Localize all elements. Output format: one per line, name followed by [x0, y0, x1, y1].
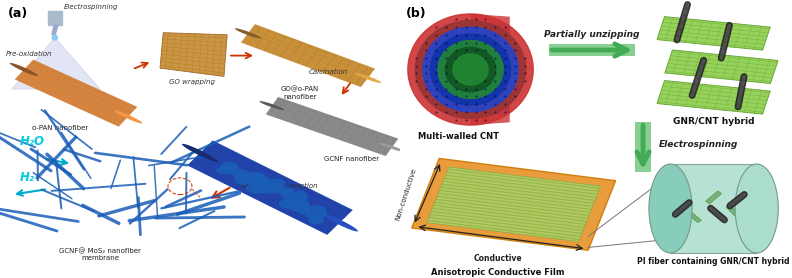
Text: Anisotropic Conductive Film: Anisotropic Conductive Film: [431, 268, 565, 277]
Polygon shape: [726, 205, 741, 217]
Polygon shape: [671, 164, 756, 253]
Ellipse shape: [309, 215, 323, 224]
Polygon shape: [687, 211, 702, 222]
Polygon shape: [438, 41, 503, 98]
Polygon shape: [657, 16, 771, 50]
Ellipse shape: [52, 35, 57, 40]
Polygon shape: [427, 167, 600, 242]
Polygon shape: [48, 11, 62, 25]
Text: Calcination: Calcination: [308, 69, 348, 75]
Polygon shape: [241, 24, 375, 87]
Text: Solvothermal reaction: Solvothermal reaction: [240, 183, 318, 189]
Text: GCNF nanofiber: GCNF nanofiber: [325, 156, 379, 162]
Ellipse shape: [234, 28, 261, 38]
Polygon shape: [470, 14, 510, 125]
Ellipse shape: [295, 199, 306, 211]
Ellipse shape: [217, 167, 234, 174]
Ellipse shape: [280, 199, 293, 208]
Ellipse shape: [222, 163, 238, 171]
Ellipse shape: [260, 101, 284, 110]
Polygon shape: [664, 50, 778, 84]
Ellipse shape: [253, 183, 269, 190]
Ellipse shape: [246, 175, 265, 182]
Ellipse shape: [649, 164, 692, 253]
Ellipse shape: [257, 180, 277, 189]
Text: PI fiber containing GNR/CNT hybrid: PI fiber containing GNR/CNT hybrid: [638, 257, 790, 266]
Polygon shape: [160, 33, 227, 76]
Text: Electrospinning: Electrospinning: [64, 4, 119, 10]
Ellipse shape: [245, 175, 265, 184]
Text: Pre-oxidation: Pre-oxidation: [6, 51, 52, 57]
Text: GCNF@ MoS₂ nanofiber
membrane: GCNF@ MoS₂ nanofiber membrane: [59, 247, 141, 261]
Text: (b): (b): [406, 7, 426, 20]
Polygon shape: [635, 122, 651, 172]
Polygon shape: [665, 193, 683, 207]
Text: (a): (a): [8, 7, 29, 20]
Ellipse shape: [355, 73, 381, 83]
Ellipse shape: [290, 201, 303, 211]
Ellipse shape: [297, 202, 309, 214]
Text: GO@o-PAN
nanofiber: GO@o-PAN nanofiber: [281, 86, 319, 100]
Ellipse shape: [233, 170, 248, 178]
Ellipse shape: [261, 181, 276, 193]
Polygon shape: [453, 54, 488, 85]
Text: Electrospinning: Electrospinning: [659, 140, 738, 149]
Ellipse shape: [306, 206, 326, 219]
Ellipse shape: [114, 110, 143, 123]
Ellipse shape: [251, 181, 269, 192]
Ellipse shape: [284, 197, 304, 208]
Ellipse shape: [293, 192, 307, 203]
Polygon shape: [549, 44, 635, 56]
Polygon shape: [408, 14, 533, 125]
Text: H₂O: H₂O: [20, 135, 45, 148]
Text: GO wrapping: GO wrapping: [169, 78, 215, 85]
Ellipse shape: [246, 183, 268, 193]
Text: GNR/CNT hybrid: GNR/CNT hybrid: [673, 117, 754, 126]
Ellipse shape: [735, 164, 779, 253]
Polygon shape: [187, 140, 352, 235]
Polygon shape: [470, 22, 510, 117]
Ellipse shape: [10, 63, 38, 76]
Ellipse shape: [235, 174, 251, 184]
Polygon shape: [706, 191, 722, 204]
Ellipse shape: [252, 175, 269, 186]
Polygon shape: [423, 27, 518, 112]
Ellipse shape: [264, 186, 279, 193]
Polygon shape: [52, 25, 58, 35]
Text: o-PAN nanofiber: o-PAN nanofiber: [32, 125, 88, 131]
Polygon shape: [657, 80, 771, 114]
Ellipse shape: [322, 213, 358, 232]
Polygon shape: [265, 97, 398, 156]
Polygon shape: [15, 59, 137, 127]
Text: Conductive: Conductive: [474, 254, 522, 263]
Ellipse shape: [266, 179, 285, 189]
Polygon shape: [416, 21, 526, 118]
Ellipse shape: [274, 188, 294, 194]
Polygon shape: [12, 38, 100, 89]
Ellipse shape: [284, 197, 303, 205]
Polygon shape: [738, 198, 752, 208]
Ellipse shape: [246, 172, 264, 179]
Polygon shape: [412, 158, 615, 250]
Ellipse shape: [182, 144, 218, 162]
Text: Partially unzipping: Partially unzipping: [544, 30, 640, 39]
Text: H₂: H₂: [20, 171, 35, 184]
Ellipse shape: [252, 177, 268, 187]
Ellipse shape: [253, 174, 262, 187]
Ellipse shape: [281, 190, 293, 197]
Polygon shape: [445, 47, 496, 92]
Polygon shape: [430, 34, 511, 105]
Text: Multi-walled CNT: Multi-walled CNT: [418, 132, 499, 141]
Ellipse shape: [262, 181, 277, 192]
Text: Non-conductive: Non-conductive: [394, 168, 417, 222]
Ellipse shape: [379, 143, 405, 152]
Ellipse shape: [295, 200, 309, 210]
